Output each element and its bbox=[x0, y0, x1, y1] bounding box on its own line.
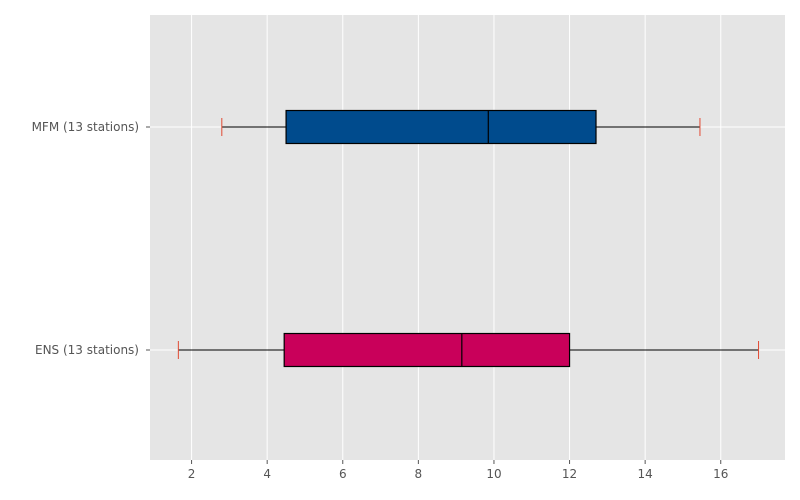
x-tick-label: 16 bbox=[713, 467, 728, 481]
x-tick-label: 8 bbox=[415, 467, 423, 481]
y-tick-label: MFM (13 stations) bbox=[32, 120, 139, 134]
box-1 bbox=[221, 109, 701, 145]
box-body bbox=[285, 109, 597, 145]
box-series bbox=[177, 109, 760, 368]
y-tick-label: ENS (13 stations) bbox=[35, 343, 139, 357]
x-tick-label: 12 bbox=[562, 467, 577, 481]
x-tick-label: 2 bbox=[188, 467, 196, 481]
y-axis-ticks: MFM (13 stations) ENS (13 stations) bbox=[32, 120, 150, 357]
x-gridlines bbox=[191, 15, 722, 460]
x-tick-label: 14 bbox=[638, 467, 653, 481]
x-tick-label: 10 bbox=[486, 467, 501, 481]
box-body bbox=[283, 332, 571, 368]
x-axis-ticks: 2 4 6 8 10 12 14 16 bbox=[188, 460, 728, 481]
box-2 bbox=[177, 332, 760, 368]
x-tick-label: 4 bbox=[263, 467, 271, 481]
plot-area bbox=[150, 15, 785, 460]
x-tick-label: 6 bbox=[339, 467, 347, 481]
